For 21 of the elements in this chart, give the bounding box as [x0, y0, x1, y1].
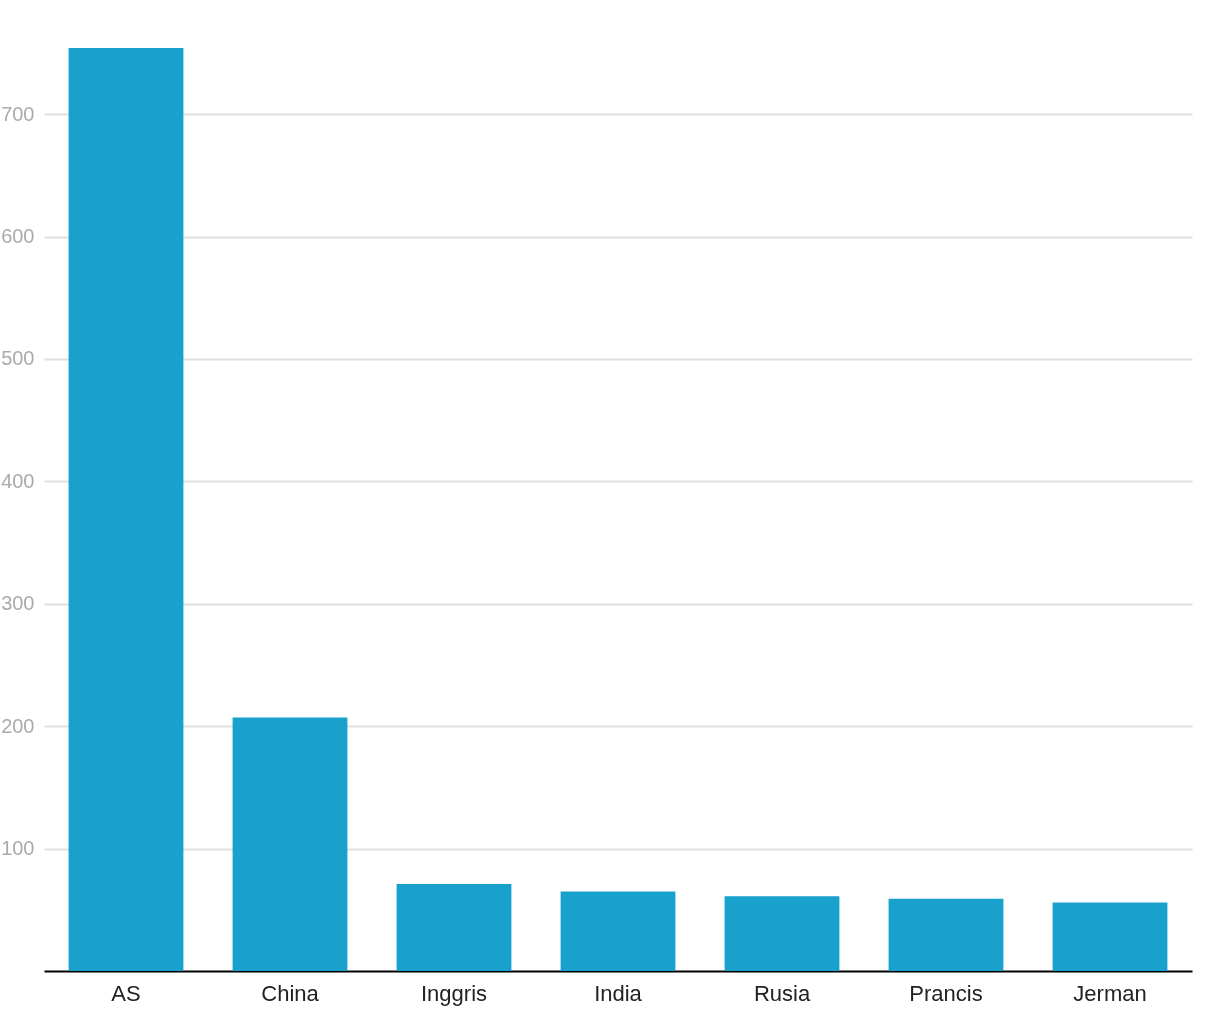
y-tick-label: 200: [1, 714, 35, 737]
y-tick-label: 500: [1, 347, 35, 370]
x-tick-label: Jerman: [1073, 980, 1147, 1006]
y-tick-label: 400: [1, 469, 35, 492]
bar: [68, 48, 184, 971]
x-tick-label: Inggris: [420, 980, 488, 1006]
y-tick-label: 300: [1, 592, 35, 615]
x-tick-label: Prancis: [909, 980, 983, 1006]
bar: [724, 896, 840, 971]
x-tick-label: China: [261, 980, 320, 1006]
x-tick-label: AS: [111, 980, 141, 1006]
bar: [232, 717, 348, 971]
y-tick-label: 700: [1, 102, 35, 125]
y-tick-label: 600: [1, 225, 35, 248]
bar: [396, 884, 512, 971]
bar: [560, 891, 676, 971]
bar: [1052, 902, 1168, 971]
x-tick-label: India: [594, 980, 643, 1006]
y-tick-label: 100: [1, 837, 35, 860]
x-tick-label: Rusia: [753, 980, 811, 1006]
bar: [888, 898, 1004, 971]
